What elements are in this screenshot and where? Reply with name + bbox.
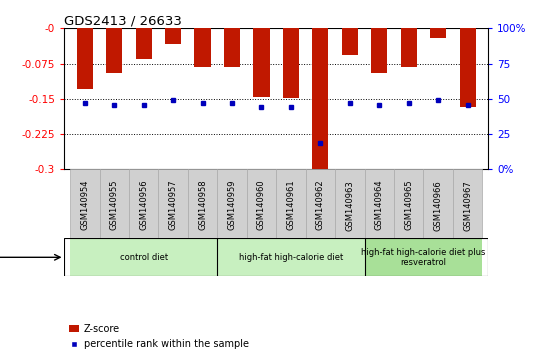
Text: GSM140960: GSM140960 — [257, 180, 266, 230]
Bar — [106, 28, 122, 73]
Bar — [224, 28, 240, 67]
Text: control diet: control diet — [119, 253, 168, 262]
Bar — [188, 170, 217, 239]
Bar — [70, 170, 99, 239]
Text: GSM140962: GSM140962 — [316, 180, 325, 230]
Bar — [217, 239, 364, 276]
Legend: Z-score, percentile rank within the sample: Z-score, percentile rank within the samp… — [69, 324, 249, 349]
Bar — [306, 170, 335, 239]
Bar — [158, 170, 188, 239]
Bar — [136, 28, 152, 59]
Text: GSM140964: GSM140964 — [375, 180, 384, 230]
Bar — [430, 28, 446, 38]
Bar — [312, 28, 329, 170]
Text: GSM140966: GSM140966 — [434, 180, 442, 230]
Bar — [195, 28, 211, 67]
Bar — [453, 170, 482, 239]
Bar — [341, 28, 358, 55]
Bar — [364, 170, 394, 239]
Bar — [99, 170, 129, 239]
Bar — [283, 28, 299, 98]
Bar — [424, 170, 453, 239]
Bar — [394, 170, 424, 239]
Text: GSM140967: GSM140967 — [463, 180, 472, 230]
Bar — [129, 170, 158, 239]
Text: high-fat high-calorie diet: high-fat high-calorie diet — [239, 253, 343, 262]
Bar — [335, 170, 364, 239]
Text: GDS2413 / 26633: GDS2413 / 26633 — [64, 14, 182, 27]
Bar — [371, 28, 387, 73]
Bar — [165, 28, 181, 44]
Bar — [460, 28, 476, 107]
Text: GSM140954: GSM140954 — [80, 180, 89, 230]
Text: GSM140963: GSM140963 — [345, 180, 354, 230]
Bar — [276, 170, 306, 239]
Text: GSM140961: GSM140961 — [286, 180, 295, 230]
Text: GSM140965: GSM140965 — [404, 180, 413, 230]
Text: GSM140955: GSM140955 — [110, 180, 119, 230]
Text: GSM140957: GSM140957 — [169, 180, 177, 230]
Bar — [364, 239, 482, 276]
Bar — [247, 170, 276, 239]
Text: GSM140958: GSM140958 — [198, 180, 207, 230]
Text: high-fat high-calorie diet plus
resveratrol: high-fat high-calorie diet plus resverat… — [361, 247, 485, 267]
Bar — [70, 239, 217, 276]
Bar — [401, 28, 417, 67]
Bar — [217, 170, 247, 239]
Bar — [253, 28, 270, 97]
Text: GSM140959: GSM140959 — [228, 180, 237, 230]
Text: GSM140956: GSM140956 — [139, 180, 148, 230]
Bar — [76, 28, 93, 90]
